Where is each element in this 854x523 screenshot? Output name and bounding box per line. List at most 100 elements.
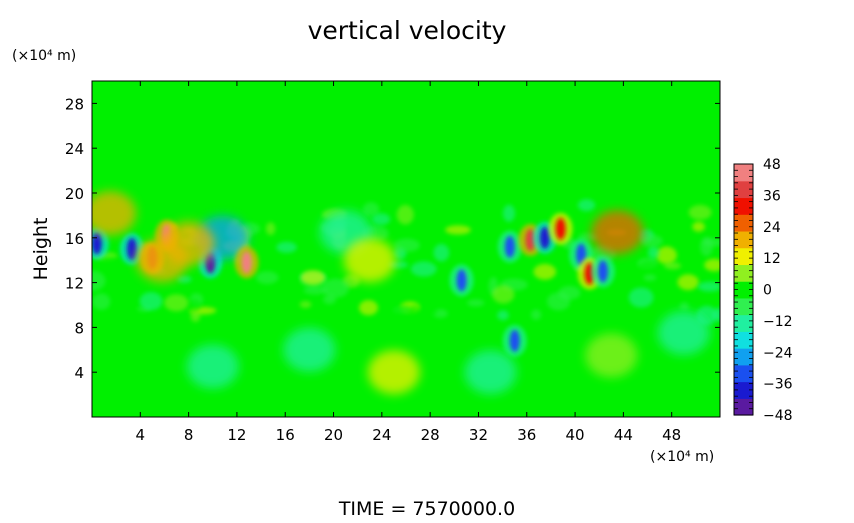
band-texture-cell [558, 285, 581, 300]
band-texture-cell [118, 280, 137, 295]
heatmap-plot-area [91, 80, 721, 418]
velocity-feature [497, 230, 522, 263]
y-tick-label: 20 [65, 185, 84, 203]
colorbar-tick-label: 48 [763, 157, 781, 173]
x-tick-label: 12 [227, 426, 246, 444]
velocity-feature-patch [367, 350, 420, 395]
band-texture-cell [139, 292, 163, 311]
band-texture-cell [300, 270, 325, 285]
band-texture-cell [700, 236, 713, 257]
colorbar-segment [734, 331, 753, 349]
band-texture-cell [704, 258, 720, 272]
y-tick-label: 24 [65, 140, 84, 158]
x-tick-label: 4 [136, 426, 146, 444]
band-texture-cell [433, 243, 450, 262]
colorbar-tick-label: −48 [763, 408, 793, 424]
x-tick-label: 48 [662, 426, 681, 444]
velocity-feature-core [509, 329, 520, 352]
band-texture-cell [502, 204, 516, 222]
band-texture-cell [640, 234, 663, 248]
band-texture-cell [611, 261, 626, 271]
band-texture-cell [372, 213, 391, 226]
colorbar-segment [734, 180, 753, 199]
x-tick-label: 40 [566, 426, 585, 444]
band-texture-cell [679, 302, 690, 311]
band-texture-cell [362, 202, 380, 217]
band-texture-cell [492, 285, 515, 304]
velocity-feature-core [504, 235, 515, 258]
velocity-feature-patch [657, 311, 710, 355]
velocity-feature-patch [92, 191, 137, 236]
colorbar-tick-label: −24 [763, 345, 793, 361]
x-tick-label: 24 [372, 426, 391, 444]
velocity-feature [585, 333, 638, 378]
velocity-feature [590, 255, 615, 288]
velocity-feature-core [126, 238, 137, 260]
velocity-feature-patch [283, 327, 336, 372]
velocity-feature-patch [464, 350, 517, 395]
colorbar-tick-label: 36 [763, 188, 781, 204]
colorbar-segment [734, 247, 753, 265]
band-texture-cell [628, 287, 654, 308]
band-texture-cell [323, 294, 336, 305]
colorbar-segment [734, 197, 753, 215]
velocity-feature [657, 311, 710, 355]
colorbar-tick-label: 12 [763, 251, 781, 267]
velocity-feature-core [92, 232, 102, 255]
velocity-feature [367, 350, 420, 395]
velocity-feature-patch [162, 221, 215, 266]
x-tick-label: 20 [324, 426, 343, 444]
velocity-feature [234, 246, 259, 279]
band-texture-cell [692, 221, 705, 232]
colorbar-segment [734, 264, 753, 282]
band-texture-cell [265, 222, 276, 236]
band-texture-cell [548, 251, 569, 263]
velocity-feature [283, 327, 336, 372]
x-tick-label: 16 [276, 426, 295, 444]
velocity-features [92, 191, 710, 395]
velocity-feature-patch [585, 333, 638, 378]
colorbar-tick-label: 24 [763, 220, 781, 236]
band-texture-cell [467, 299, 485, 307]
band-texture-cell [276, 241, 297, 253]
x-unit-label: (×10⁴ m) [650, 449, 714, 465]
band-texture-cell [530, 309, 542, 321]
colorbar-segment [734, 381, 753, 399]
band-texture-cell [637, 261, 660, 279]
colorbar-segment [734, 214, 753, 232]
x-tick-label: 8 [184, 426, 194, 444]
y-tick-label: 12 [65, 275, 84, 293]
velocity-feature-core [597, 260, 608, 283]
band-texture-cell [677, 274, 699, 291]
band-texture-cell [177, 275, 192, 283]
band-texture-cell [577, 199, 596, 212]
band-texture-cell [255, 271, 279, 284]
colorbar-segment [734, 314, 753, 332]
velocity-feature [591, 210, 644, 255]
y-axis-ticks: 4 8 12 16 20 24 28 [65, 95, 720, 382]
band-texture-cell [92, 293, 111, 310]
band-texture-cell [445, 225, 471, 235]
velocity-feature-core [555, 217, 566, 240]
x-tick-label: 44 [614, 426, 633, 444]
velocity-feature-patch [591, 210, 644, 255]
band-texture-cell [391, 305, 414, 321]
band-texture-cell [190, 310, 201, 322]
band-texture-cell [497, 310, 509, 321]
band-texture-cell [274, 202, 285, 218]
band-texture-cell [299, 301, 312, 308]
band-texture-cell [259, 311, 282, 322]
band-texture-cell [393, 238, 420, 252]
time-footer: TIME = 7570000.0 [338, 498, 515, 519]
band-texture-cell [92, 270, 106, 291]
colorbar: 48 36 24 12 0 −12 −24 −36 −48 [733, 157, 793, 424]
velocity-feature-core [456, 269, 467, 292]
band-texture-cell [643, 274, 657, 281]
y-tick-label: 8 [74, 319, 84, 337]
band-texture-cell [396, 204, 414, 225]
velocity-feature-patch [343, 238, 396, 283]
band-texture-cell [100, 257, 120, 264]
colorbar-tick-label: −36 [763, 377, 793, 393]
x-tick-label: 28 [421, 426, 440, 444]
